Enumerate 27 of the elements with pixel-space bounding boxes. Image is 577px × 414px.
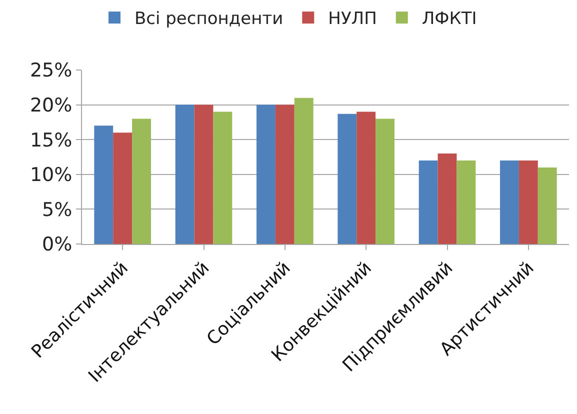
bar — [338, 114, 357, 244]
y-tick-label: 15% — [30, 129, 72, 152]
bar — [256, 104, 276, 244]
bar — [438, 154, 457, 244]
y-tick-label: 0% — [42, 234, 72, 256]
bar — [113, 132, 132, 244]
bar — [175, 104, 194, 244]
bar — [194, 104, 214, 244]
bar — [94, 126, 114, 244]
bar — [538, 167, 557, 244]
y-tick-label: 20% — [30, 94, 72, 116]
legend-label: НУЛП — [328, 9, 377, 30]
bar — [294, 98, 314, 244]
bar — [456, 160, 476, 244]
bar — [356, 112, 376, 244]
legend-label: Всі респонденти — [134, 9, 284, 30]
bar — [376, 118, 394, 244]
y-tick-label: 10% — [30, 164, 72, 186]
bar — [518, 160, 538, 244]
bar — [418, 160, 438, 244]
y-tick-label: 25% — [30, 60, 72, 82]
bar — [213, 112, 232, 244]
legend-label: ЛФКТІ — [422, 9, 477, 30]
y-tick-label: 5% — [42, 198, 72, 221]
bar — [500, 160, 519, 244]
bar — [275, 104, 294, 244]
bar — [132, 118, 151, 244]
